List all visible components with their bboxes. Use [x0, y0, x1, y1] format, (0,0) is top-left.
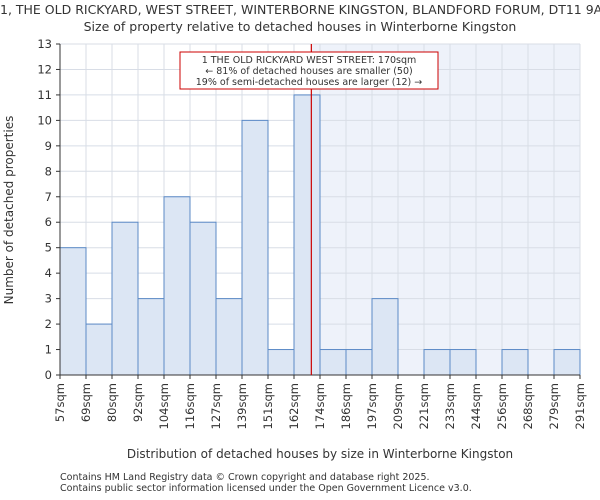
- highlight-region: [311, 44, 580, 375]
- histogram-bar: [293, 94, 321, 376]
- annotation-line: 19% of semi-detached houses are larger (…: [196, 77, 423, 88]
- histogram-bar: [423, 349, 451, 376]
- y-tick-label: 11: [37, 88, 52, 102]
- x-tick-label: 268sqm: [521, 383, 535, 429]
- x-tick-label: 92sqm: [131, 383, 145, 422]
- x-axis-label: Distribution of detached houses by size …: [127, 447, 513, 461]
- histogram-bar: [553, 349, 581, 376]
- y-tick-label: 4: [45, 266, 52, 280]
- y-tick-label: 6: [45, 215, 52, 229]
- x-tick-label: 256sqm: [495, 383, 509, 429]
- x-tick-label: 233sqm: [443, 383, 457, 429]
- histogram-bar: [319, 349, 347, 376]
- histogram-bar: [345, 349, 373, 376]
- x-tick-label: 162sqm: [287, 383, 301, 429]
- x-tick-label: 279sqm: [547, 383, 561, 429]
- y-tick-label: 1: [45, 343, 52, 357]
- chart-title: 1, THE OLD RICKYARD, WEST STREET, WINTER…: [0, 2, 600, 17]
- x-tick-label: 69sqm: [79, 383, 93, 422]
- histogram-bar: [215, 298, 243, 376]
- x-tick-label: 127sqm: [209, 383, 223, 429]
- x-tick-label: 174sqm: [313, 383, 327, 429]
- histogram-bar: [267, 349, 295, 376]
- chart-subtitle: Size of property relative to detached ho…: [83, 19, 517, 34]
- annotation-line: 1 THE OLD RICKYARD WEST STREET: 170sqm: [202, 55, 417, 66]
- x-tick-label: 104sqm: [157, 383, 171, 429]
- histogram-bar: [189, 221, 217, 376]
- x-tick-label: 116sqm: [183, 383, 197, 429]
- y-tick-label: 0: [45, 368, 52, 382]
- x-tick-label: 57sqm: [53, 383, 67, 422]
- x-tick-label: 244sqm: [469, 383, 483, 429]
- y-tick-label: 7: [45, 190, 52, 204]
- x-tick-label: 151sqm: [261, 383, 275, 429]
- x-tick-label: 80sqm: [105, 383, 119, 422]
- y-tick-label: 8: [45, 164, 52, 178]
- y-tick-label: 2: [45, 317, 52, 331]
- histogram-bar: [449, 349, 477, 376]
- histogram-bar: [85, 323, 113, 376]
- footer-licence: Contains public sector information licen…: [60, 483, 472, 494]
- histogram-bar: [111, 221, 139, 376]
- x-tick-label: 139sqm: [235, 383, 249, 429]
- x-tick-label: 209sqm: [391, 383, 405, 429]
- footer-copyright: Contains HM Land Registry data © Crown c…: [60, 472, 430, 483]
- annotation-line: ← 81% of detached houses are smaller (50…: [205, 66, 412, 77]
- x-tick-label: 197sqm: [365, 383, 379, 429]
- histogram-bar: [371, 298, 399, 376]
- footer: Contains HM Land Registry data © Crown c…: [60, 472, 472, 494]
- histogram-bar: [501, 349, 529, 376]
- y-tick-label: 3: [45, 292, 52, 306]
- histogram-bar: [59, 247, 87, 376]
- y-tick-label: 13: [37, 37, 52, 51]
- y-tick-label: 5: [45, 241, 52, 255]
- annotation-box: [179, 51, 439, 90]
- y-tick-label: 10: [37, 113, 52, 127]
- histogram-bar: [241, 119, 269, 376]
- x-tick-label: 186sqm: [339, 383, 353, 429]
- x-tick-label: 221sqm: [417, 383, 431, 429]
- y-tick-label: 9: [45, 139, 52, 153]
- x-tick-label: 291sqm: [573, 383, 587, 429]
- histogram-bar: [137, 298, 165, 376]
- histogram-bar: [163, 196, 191, 376]
- y-tick-label: 12: [37, 62, 52, 76]
- y-axis-label: Number of detached properties: [2, 116, 16, 305]
